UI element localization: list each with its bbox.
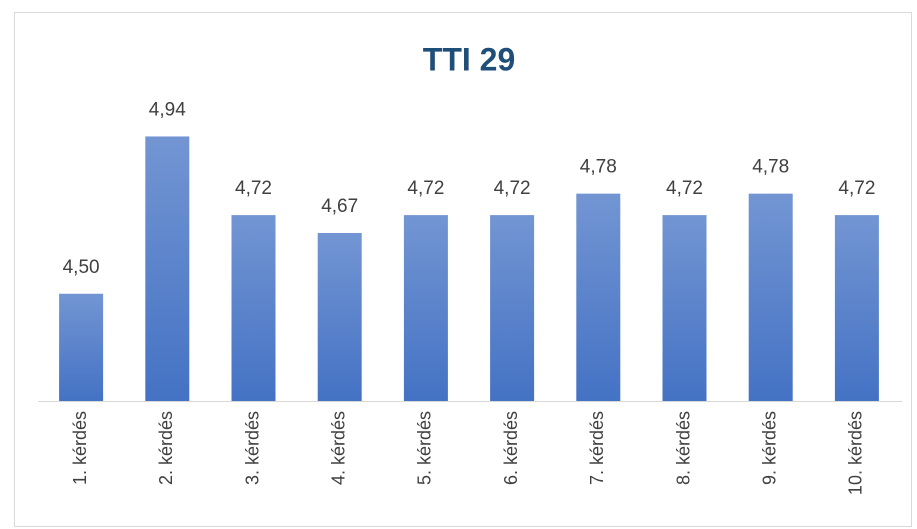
value-label: 4,72 [235,178,272,199]
value-label: 4,94 [149,99,186,120]
x-tick-label: 7. kérdés [587,411,607,485]
x-tick-label: 6. kérdés [501,411,521,485]
x-tick-label: 9. kérdés [759,411,779,485]
bar [834,215,879,401]
bar [662,215,707,401]
bar [748,193,793,401]
value-label: 4,72 [407,178,444,199]
value-label: 4,78 [752,157,789,178]
x-tick-label: 5. kérdés [415,411,435,485]
bar [59,293,104,401]
x-tick-label: 3. kérdés [242,411,262,485]
chart-title: TTI 29 [423,41,515,77]
bar [145,136,190,401]
x-tick-label: 1. kérdés [70,411,90,485]
bar [403,215,448,401]
x-tick-label: 4. kérdés [328,411,348,485]
bar [231,215,276,401]
value-label: 4,50 [63,257,100,278]
x-tick-label: 8. kérdés [673,411,693,485]
x-tick-label: 2. kérdés [156,411,176,485]
bar [317,232,362,401]
bar [490,215,535,401]
x-tick-label: 10. kérdés [846,411,866,495]
value-label: 4,72 [494,178,531,199]
value-label: 4,72 [666,178,703,199]
value-label: 4,78 [580,157,617,178]
value-label: 4,72 [838,178,875,199]
value-label: 4,67 [321,196,358,217]
bar [576,193,621,401]
